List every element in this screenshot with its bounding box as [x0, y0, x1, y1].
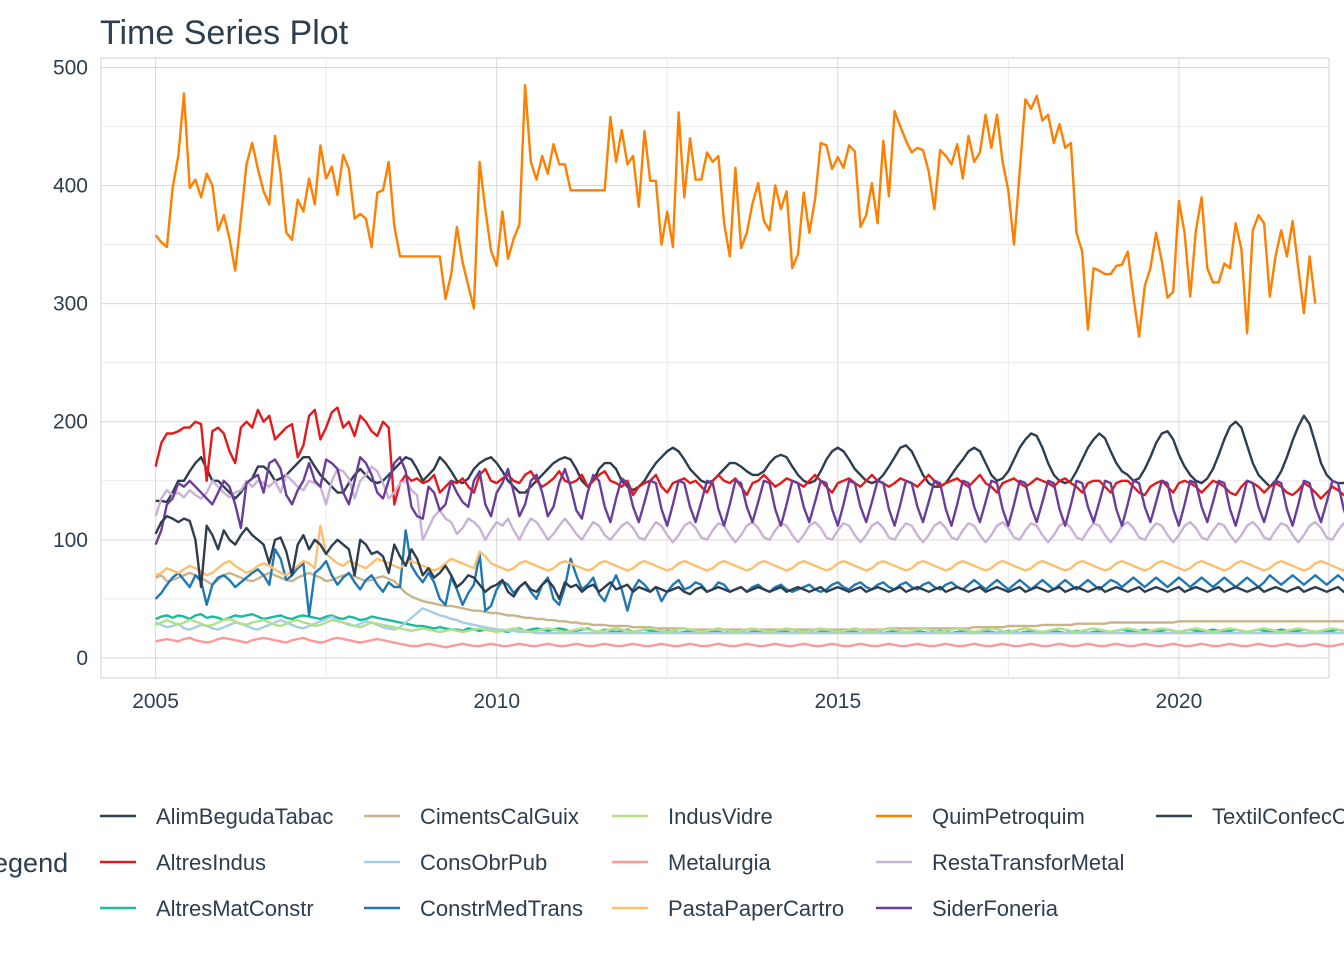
legend-label-restatransformetal: RestaTransforMetal — [932, 850, 1124, 875]
x-tick-label: 2005 — [132, 690, 179, 713]
x-axis-ticks: 2005 2010 2015 2020 — [132, 690, 1202, 713]
legend: Legend AlimBegudaTabac AltresIndus AltresM… — [0, 804, 1344, 921]
y-axis-ticks: 0 100 200 300 400 500 — [53, 56, 88, 669]
legend-label-pastapapercartro: PastaPaperCartro — [668, 896, 844, 921]
series-line-siderfoneria — [154, 456, 1344, 546]
legend-label-consobrpub: ConsObrPub — [420, 850, 547, 875]
series-lines — [154, 83, 1344, 649]
series-line-pastapapercartro — [155, 524, 1344, 577]
x-tick-label: 2010 — [473, 690, 520, 713]
legend-label-cimentscalguix: CimentsCalGuix — [420, 804, 579, 829]
series-line-textilconfecc — [154, 515, 1344, 601]
series-line-quimpetroquim — [154, 83, 1317, 338]
legend-label-altresmatconstr: AltresMatConstr — [156, 896, 314, 921]
legend-label-alimbegudatabac: AlimBegudaTabac — [156, 804, 333, 829]
series-line-constrmedtrans — [154, 529, 1344, 617]
series-line-metalurgia — [155, 636, 1344, 649]
legend-label-siderfoneria: SiderFoneria — [932, 896, 1059, 921]
legend-label-constrmedtrans: ConstrMedTrans — [420, 896, 583, 921]
legend-label-indusvidre: IndusVidre — [668, 804, 773, 829]
legend-label-quimpetroquim: QuimPetroquim — [932, 804, 1085, 829]
y-tick-label: 400 — [53, 175, 88, 198]
y-tick-label: 100 — [53, 529, 88, 552]
y-tick-label: 500 — [53, 56, 88, 79]
y-tick-label: 0 — [76, 647, 88, 670]
chart-title: Time Series Plot — [100, 14, 349, 52]
x-tick-label: 2020 — [1156, 690, 1203, 713]
x-tick-label: 2015 — [814, 690, 861, 713]
series-line-alimbegudatabac — [155, 414, 1344, 504]
y-tick-label: 300 — [53, 293, 88, 316]
series-line-consobrpub — [155, 607, 1344, 635]
legend-label-metalurgia: Metalurgia — [668, 850, 771, 875]
series-line-indusvidre — [155, 617, 1344, 634]
y-tick-label: 200 — [53, 411, 88, 434]
legend-label-altresindus: AltresIndus — [156, 850, 266, 875]
legend-label-textilconfecc: TextilConfecC — [1212, 804, 1344, 829]
legend-title: Legend — [0, 848, 68, 878]
series-line-cimentscalguix — [155, 571, 1344, 631]
